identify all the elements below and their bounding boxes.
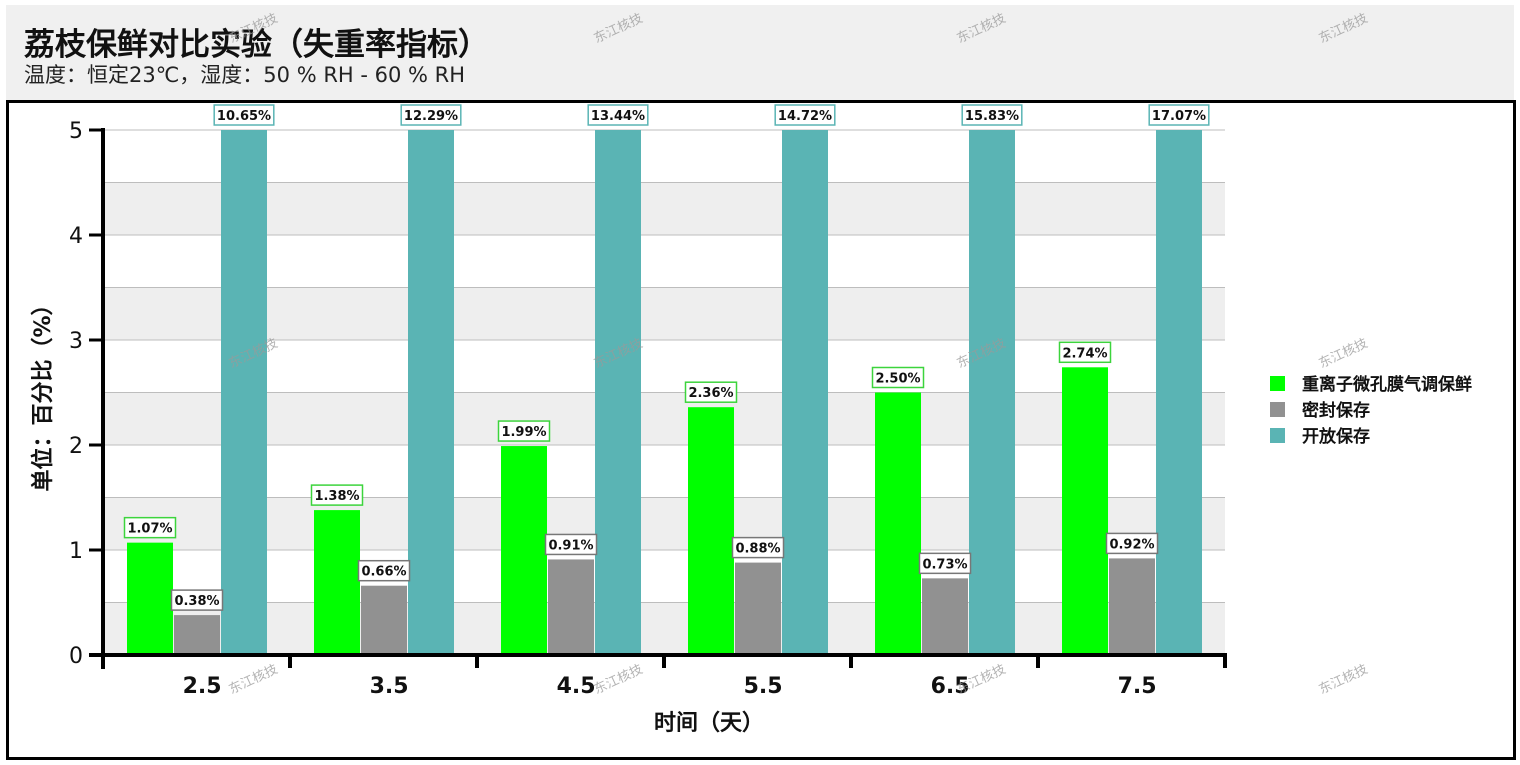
data-label-box bbox=[544, 533, 598, 556]
data-label-box bbox=[400, 104, 462, 126]
bar bbox=[782, 130, 828, 655]
plot-band bbox=[103, 497, 1225, 550]
data-label: 17.07% bbox=[1152, 109, 1206, 124]
data-label: 12.29% bbox=[404, 109, 458, 124]
data-label-box bbox=[1105, 532, 1159, 555]
data-label: 0.73% bbox=[922, 557, 967, 572]
data-label: 2.74% bbox=[1062, 346, 1107, 361]
bar bbox=[1109, 558, 1155, 655]
x-tick-label: 4.5 bbox=[557, 674, 596, 699]
x-tick-label: 7.5 bbox=[1118, 674, 1157, 699]
watermark: 东江核技 bbox=[592, 11, 645, 47]
data-label-box bbox=[587, 104, 649, 126]
y-tick-label: 4 bbox=[69, 224, 83, 249]
bar bbox=[501, 446, 547, 655]
y-tick-label: 1 bbox=[69, 539, 83, 564]
data-label-box bbox=[871, 366, 925, 389]
data-label: 1.99% bbox=[501, 425, 546, 440]
legend-swatch bbox=[1270, 376, 1285, 391]
data-label-box bbox=[123, 516, 177, 539]
data-label: 2.36% bbox=[688, 386, 733, 401]
x-tick-label: 2.5 bbox=[183, 674, 222, 699]
bar bbox=[922, 578, 968, 655]
chart-header: 荔枝保鲜对比实验（失重率指标） 温度：恒定23℃，湿度：50 % RH - 60… bbox=[6, 5, 1514, 100]
data-label: 15.83% bbox=[965, 109, 1019, 124]
data-label-box bbox=[357, 559, 411, 582]
plot-band bbox=[103, 287, 1225, 340]
data-label-box bbox=[774, 104, 836, 126]
data-label: 0.38% bbox=[174, 594, 219, 609]
legend-label: 重离子微孔膜气调保鲜 bbox=[1302, 374, 1472, 395]
watermark: 东江核技 bbox=[592, 662, 645, 698]
y-tick-label: 2 bbox=[69, 434, 83, 459]
bar bbox=[221, 130, 267, 655]
data-label-box bbox=[961, 104, 1023, 126]
x-axis-title: 时间（天） bbox=[654, 711, 764, 736]
chart-title: 荔枝保鲜对比实验（失重率指标） bbox=[24, 27, 489, 63]
bar bbox=[174, 615, 220, 655]
bar bbox=[408, 130, 454, 655]
y-tick-label: 0 bbox=[69, 644, 83, 669]
bar bbox=[548, 559, 594, 655]
data-label: 10.65% bbox=[217, 109, 271, 124]
bar bbox=[361, 585, 407, 655]
bar bbox=[595, 130, 641, 655]
chart-subtitle: 温度：恒定23℃，湿度：50 % RH - 60 % RH bbox=[24, 63, 466, 87]
data-label: 0.88% bbox=[735, 542, 780, 557]
data-label-box bbox=[310, 484, 364, 506]
bar bbox=[875, 392, 921, 655]
watermark: 东江核技 bbox=[1317, 11, 1370, 47]
legend-swatch bbox=[1270, 402, 1285, 417]
data-label: 13.44% bbox=[591, 109, 645, 124]
legend-swatch bbox=[1270, 428, 1285, 443]
data-label-box bbox=[170, 589, 224, 611]
x-tick-label: 3.5 bbox=[370, 674, 409, 699]
data-label: 0.66% bbox=[361, 565, 406, 580]
plot-band bbox=[103, 602, 1225, 655]
data-label-box bbox=[684, 381, 738, 403]
data-label: 0.92% bbox=[1109, 537, 1154, 552]
watermark: 东江核技 bbox=[955, 662, 1008, 698]
chart-frame bbox=[6, 100, 1516, 760]
bar bbox=[314, 510, 360, 655]
legend-label: 开放保存 bbox=[1302, 426, 1370, 447]
legend-label: 密封保存 bbox=[1302, 400, 1370, 421]
data-label: 2.50% bbox=[875, 372, 920, 387]
y-tick-label: 3 bbox=[69, 329, 83, 354]
watermark: 东江核技 bbox=[1317, 336, 1370, 372]
y-axis-title: 单位：百分比（%） bbox=[30, 293, 56, 491]
bar bbox=[688, 407, 734, 655]
x-tick-label: 5.5 bbox=[744, 674, 783, 699]
plot-band bbox=[103, 182, 1225, 235]
data-label-box bbox=[731, 536, 785, 559]
plot-band bbox=[103, 392, 1225, 445]
watermark: 东江核技 bbox=[1317, 662, 1370, 698]
data-label: 1.07% bbox=[127, 522, 172, 537]
data-label-box bbox=[1148, 104, 1210, 126]
bar bbox=[127, 542, 173, 655]
bar bbox=[1156, 130, 1202, 655]
watermark: 东江核技 bbox=[955, 11, 1008, 47]
data-label: 1.38% bbox=[314, 489, 359, 504]
y-tick-label: 5 bbox=[69, 119, 83, 144]
x-tick-label: 6.5 bbox=[931, 674, 970, 699]
watermark: 东江核技 bbox=[227, 662, 280, 698]
data-label-box bbox=[497, 420, 551, 442]
bar bbox=[735, 562, 781, 655]
data-label-box bbox=[918, 552, 972, 575]
data-label-box bbox=[1058, 341, 1112, 364]
bar bbox=[969, 130, 1015, 655]
watermark: 东江核技 bbox=[227, 11, 280, 47]
data-label: 14.72% bbox=[778, 109, 832, 124]
data-label-box bbox=[213, 104, 275, 126]
bar bbox=[1062, 367, 1108, 655]
data-label: 0.91% bbox=[548, 538, 593, 553]
